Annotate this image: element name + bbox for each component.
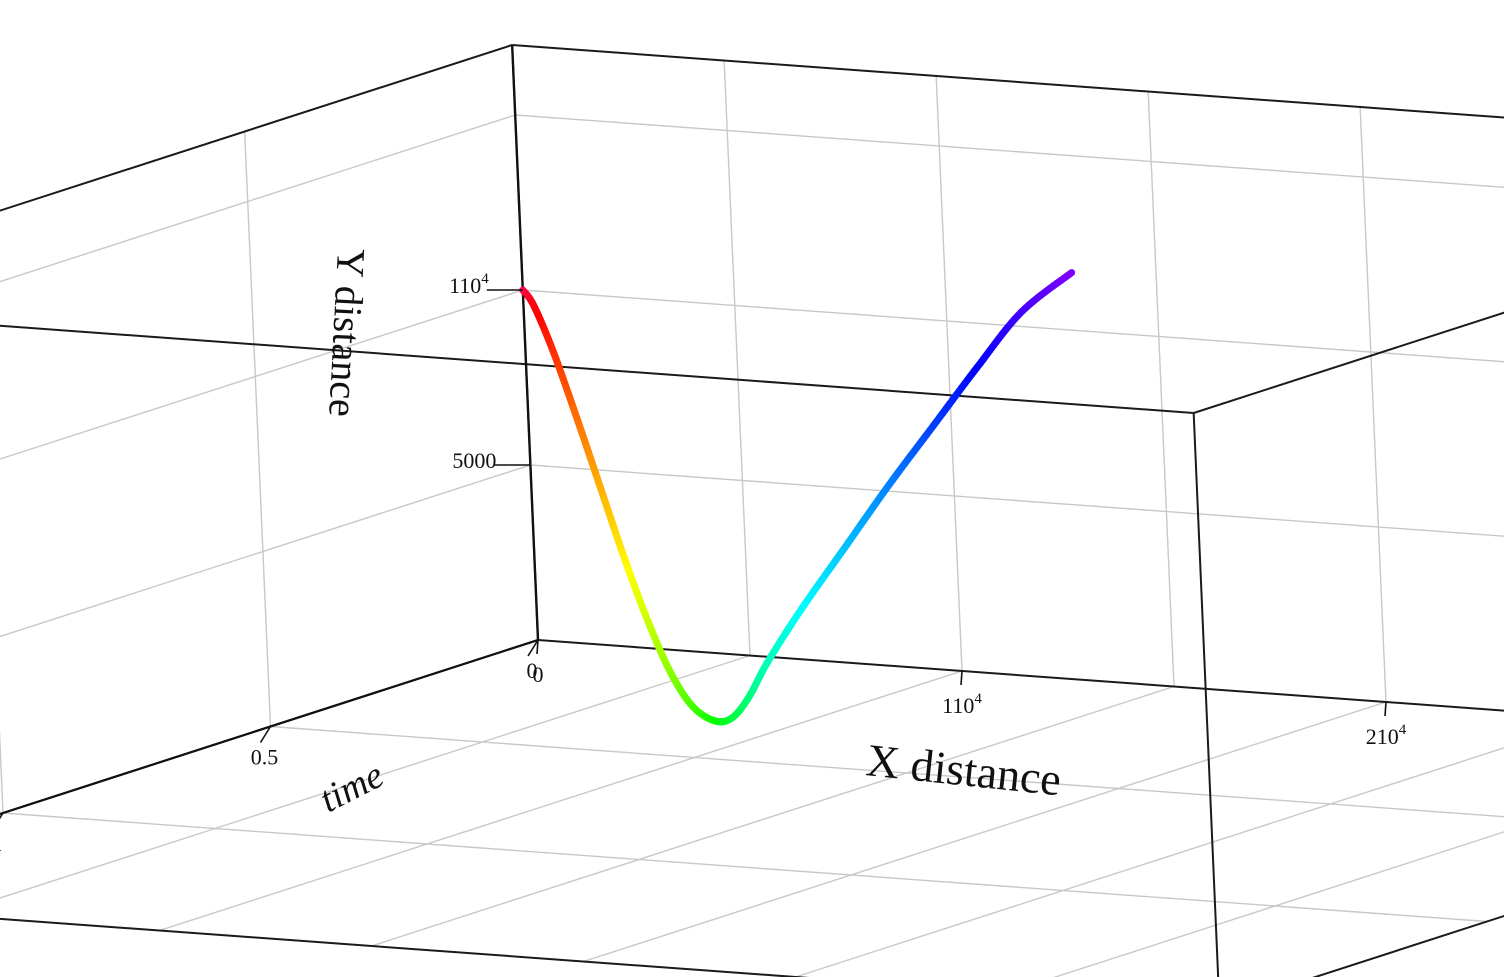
y-tick-label: 5000 [452, 448, 496, 473]
bounding-box [0, 44, 1504, 977]
gridline [935, 75, 963, 672]
time-tick-label: 0.5 [251, 745, 279, 770]
box-edge [0, 917, 810, 977]
x-tick-mark [1384, 701, 1387, 717]
x-tick-label: 1104 [942, 691, 982, 718]
x-tick-label: 0 [533, 662, 544, 687]
tick-label-exponent: 4 [1399, 722, 1407, 738]
x-axis-label: X distance [864, 734, 1064, 805]
time-tick-mark [527, 639, 539, 657]
gridline [371, 685, 1175, 947]
y-axis-line [510, 44, 540, 641]
time-axis-line [0, 638, 539, 816]
box-edge [512, 44, 1504, 119]
box-edge [1192, 412, 1220, 977]
tick-label-base: 1 [0, 831, 3, 856]
tick-label-base: 0 [527, 658, 538, 683]
gridlines [0, 44, 1504, 977]
gridline [243, 131, 272, 727]
time-axis-label: time [313, 754, 390, 821]
gridline [270, 725, 1504, 818]
time-tick-mark [0, 812, 4, 820]
gridline [0, 654, 751, 899]
time-tick-mark [259, 726, 272, 743]
y-tick-label: 1104 [449, 271, 489, 298]
box-edge [1312, 914, 1504, 977]
axes [0, 44, 540, 816]
box-edge [0, 44, 513, 212]
gridline [515, 114, 1504, 188]
x-tick-mark [960, 670, 963, 686]
tick-label-base: 0 [533, 662, 544, 687]
gridline [723, 60, 751, 656]
tick-labels: 01104210431045000110400.511.5 [0, 271, 1407, 856]
gridline [0, 918, 806, 977]
time-tick-label: 0 [527, 658, 538, 683]
tick-label-base: 210 [1366, 724, 1399, 749]
gridline [530, 464, 1504, 537]
gridline [0, 464, 531, 638]
gridline [522, 289, 1504, 363]
gridline [795, 747, 1504, 977]
x-tick-label: 2104 [1366, 722, 1407, 749]
x-tick-mark [536, 639, 539, 655]
box-edge [0, 324, 1194, 414]
tick-label-base: 0.5 [251, 745, 279, 770]
gridline [159, 670, 963, 932]
gridline [0, 114, 516, 283]
trajectory-line [519, 269, 1076, 726]
tick-label-base: 110 [449, 273, 481, 298]
box-edge [537, 639, 1504, 712]
tick-label-exponent: 4 [974, 691, 982, 707]
tick-label-exponent: 4 [481, 271, 489, 287]
gridline [0, 289, 524, 460]
trajectory-segment [1066, 269, 1076, 278]
y-axis-label: Y distance [320, 248, 374, 419]
gridline [2, 812, 1488, 923]
gridline [0, 727, 4, 814]
tick-label-base: 5000 [452, 448, 496, 473]
gridline [583, 701, 1387, 963]
gridline [1147, 91, 1175, 687]
gridline [1053, 831, 1504, 977]
tick-label-base: 110 [942, 693, 974, 718]
gridline [1359, 106, 1387, 703]
time-tick-label: 1 [0, 831, 3, 856]
box-edge [1193, 311, 1504, 414]
